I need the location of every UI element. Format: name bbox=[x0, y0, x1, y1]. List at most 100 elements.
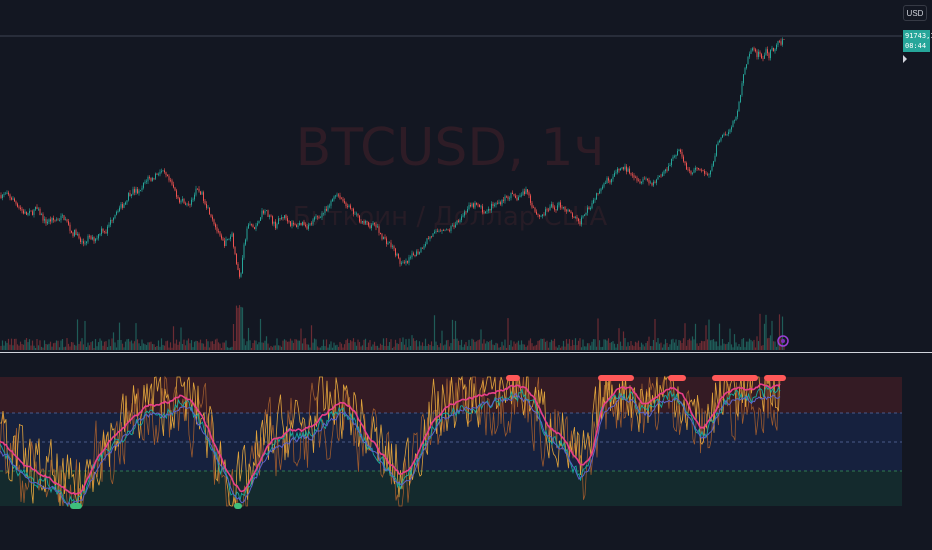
oscillator-slow-line bbox=[0, 375, 780, 507]
volume-bar bbox=[9, 344, 11, 350]
oscillator-pane[interactable] bbox=[0, 375, 902, 509]
volume-bar bbox=[429, 344, 431, 350]
candle-body bbox=[776, 44, 777, 50]
candle-body bbox=[348, 205, 350, 207]
candle-body bbox=[243, 244, 245, 258]
candle-body bbox=[125, 202, 126, 205]
candle-body bbox=[335, 195, 336, 197]
volume-bar bbox=[357, 339, 359, 350]
volume-bar bbox=[237, 307, 239, 350]
volume-bar bbox=[775, 346, 778, 350]
candle-body bbox=[468, 205, 470, 210]
candle-body bbox=[257, 223, 258, 226]
volume-bar bbox=[288, 341, 290, 350]
candle-body bbox=[134, 189, 135, 193]
candle-body bbox=[398, 253, 399, 259]
volume-bar bbox=[613, 343, 616, 350]
candle-body bbox=[350, 205, 351, 209]
candle-body bbox=[624, 166, 626, 170]
candle-body bbox=[423, 245, 425, 249]
candle-body bbox=[542, 214, 543, 217]
volume-bar bbox=[523, 344, 526, 350]
volume-bar bbox=[28, 339, 31, 350]
candle-body bbox=[60, 215, 62, 221]
volume-bar bbox=[400, 341, 403, 350]
candle-body bbox=[107, 226, 108, 234]
candle-body bbox=[326, 209, 327, 211]
volume-bar bbox=[40, 346, 43, 350]
candle-body bbox=[452, 225, 453, 227]
candle-body bbox=[183, 198, 185, 204]
candle-body bbox=[254, 227, 255, 230]
candle-body bbox=[69, 224, 71, 231]
candle-body bbox=[569, 209, 570, 212]
volume-bar bbox=[309, 347, 311, 350]
candle-body bbox=[149, 176, 150, 178]
volume-bar bbox=[687, 340, 689, 350]
candle-body bbox=[597, 193, 599, 194]
candle-body bbox=[9, 194, 11, 198]
candle-body bbox=[65, 219, 66, 221]
volume-bar bbox=[24, 339, 26, 350]
volume-bar bbox=[709, 340, 712, 350]
volume-bar bbox=[477, 340, 479, 350]
currency-button[interactable]: USD bbox=[903, 5, 927, 21]
volume-bar bbox=[111, 338, 113, 350]
candle-body bbox=[101, 228, 102, 235]
last-price-value: 91743,18 bbox=[905, 32, 932, 40]
candle-body bbox=[446, 229, 447, 231]
candle-body bbox=[366, 221, 368, 223]
volume-bar bbox=[600, 347, 602, 350]
candle-body bbox=[48, 219, 50, 222]
volume-bar bbox=[382, 338, 385, 350]
volume-bar bbox=[364, 338, 367, 350]
volume-bar bbox=[525, 346, 527, 350]
candle-body bbox=[245, 239, 246, 245]
candle-body bbox=[135, 189, 137, 193]
volume-bar bbox=[108, 339, 110, 350]
candle-body bbox=[309, 223, 311, 225]
candle-body bbox=[35, 206, 36, 210]
volume-bar bbox=[372, 344, 374, 350]
volume-bar bbox=[99, 338, 101, 350]
candle-body bbox=[483, 212, 485, 214]
candle-body bbox=[15, 201, 17, 204]
volume-bar bbox=[738, 344, 740, 350]
volume-bar bbox=[673, 342, 676, 350]
candle-body bbox=[143, 182, 144, 188]
volume-bar bbox=[433, 315, 436, 350]
volume-bar bbox=[460, 339, 463, 350]
volume-bar bbox=[441, 330, 443, 350]
candle-body bbox=[113, 217, 114, 221]
volume-bar bbox=[322, 339, 325, 350]
volume-bar bbox=[57, 340, 59, 350]
candle-body bbox=[341, 198, 342, 200]
candle-body bbox=[2, 194, 3, 199]
candle-body bbox=[723, 134, 725, 135]
candle-body bbox=[683, 156, 684, 162]
volume-bar bbox=[270, 345, 272, 350]
candle-body bbox=[530, 195, 531, 203]
volume-bar bbox=[721, 338, 724, 350]
price-pane[interactable] bbox=[0, 37, 785, 350]
event-marker-icon[interactable] bbox=[777, 335, 789, 347]
volume-bar bbox=[100, 340, 103, 350]
volume-bar bbox=[436, 345, 439, 350]
candle-body bbox=[165, 172, 167, 176]
candle-body bbox=[317, 216, 318, 218]
candle-body bbox=[122, 204, 123, 208]
volume-bar bbox=[136, 339, 139, 350]
candle-body bbox=[200, 191, 201, 195]
candle-body bbox=[434, 231, 435, 234]
candle-body bbox=[563, 207, 564, 209]
volume-bar bbox=[142, 343, 145, 350]
candle-body bbox=[488, 209, 489, 211]
candle-body bbox=[305, 224, 306, 227]
volume-bar bbox=[435, 341, 437, 350]
volume-bar bbox=[727, 342, 730, 350]
candle-body bbox=[557, 205, 558, 211]
volume-bar bbox=[559, 347, 562, 350]
candle-body bbox=[372, 223, 374, 225]
volume-bar bbox=[85, 346, 88, 350]
